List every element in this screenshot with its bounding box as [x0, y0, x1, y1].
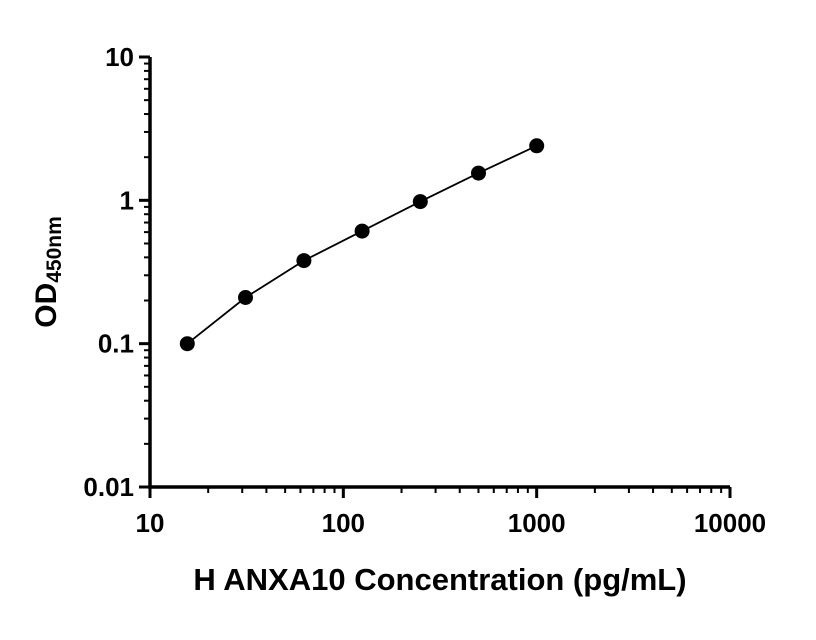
- y-tick-labels: 0.01 0.1 1 10: [83, 42, 134, 502]
- y-minor-ticks: [144, 62, 150, 445]
- y-axis-title-main: OD: [30, 283, 63, 328]
- x-tick-labels: 10 100 1000 10000: [136, 508, 767, 538]
- x-major-ticks: [148, 487, 732, 498]
- data-point: [179, 336, 195, 352]
- x-minor-ticks: [207, 487, 723, 493]
- data-point: [412, 194, 428, 210]
- data-point: [354, 223, 370, 239]
- y-major-ticks: [139, 55, 150, 489]
- data-point: [296, 253, 312, 269]
- series-group: [179, 138, 545, 352]
- x-tick-label: 10: [136, 508, 165, 538]
- x-tick-label: 100: [322, 508, 365, 538]
- x-tick-label: 10000: [694, 508, 766, 538]
- y-tick-label: 1: [120, 185, 134, 215]
- x-axis-title: H ANXA10 Concentration (pg/mL): [193, 562, 686, 597]
- y-tick-label: 0.01: [83, 472, 134, 502]
- y-tick-label: 0.1: [98, 329, 134, 359]
- data-point: [238, 290, 253, 305]
- x-tick-label: 1000: [508, 508, 566, 538]
- data-point: [471, 165, 486, 181]
- data-point: [529, 138, 545, 154]
- y-axis-title-subscript: 450nm: [43, 216, 66, 283]
- y-tick-label: 10: [105, 42, 134, 72]
- y-axis-title: OD450nm: [30, 216, 66, 328]
